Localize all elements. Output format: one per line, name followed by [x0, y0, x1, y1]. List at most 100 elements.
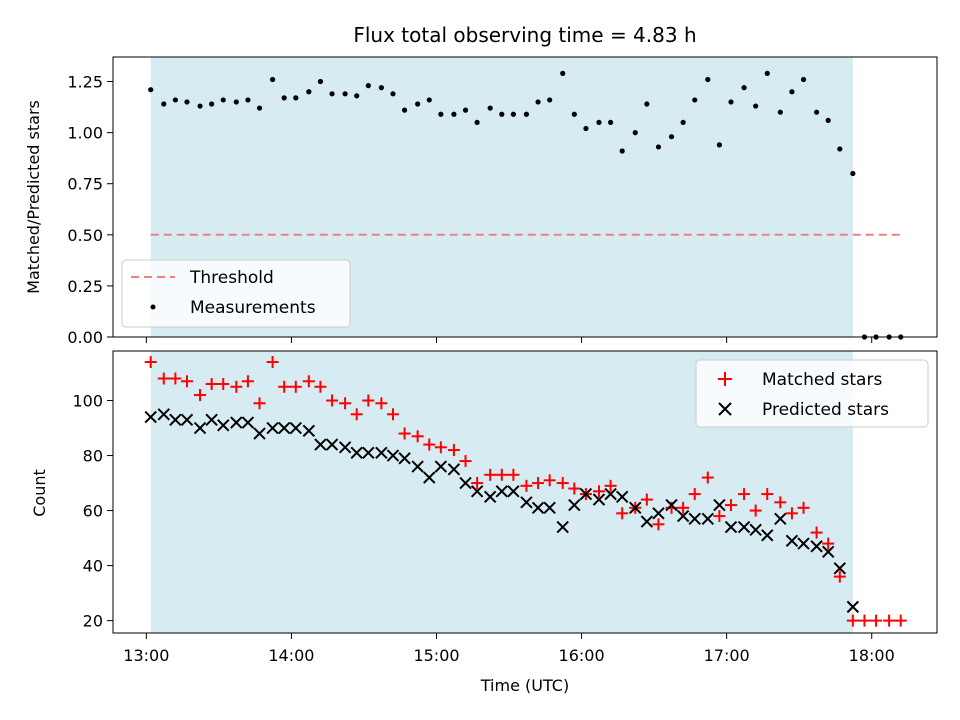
- matched-star-point: [507, 468, 520, 481]
- matched-star-point: [447, 444, 460, 457]
- matched-star-point: [169, 372, 182, 385]
- predicted-star-point: [724, 520, 738, 534]
- bottom-xtick-label: 17:00: [704, 646, 750, 665]
- measurement-point: [837, 146, 843, 152]
- bottom-points-layer: [144, 356, 907, 627]
- predicted-star-point: [241, 416, 255, 429]
- matched-star-point: [701, 471, 714, 484]
- matched-star-point: [713, 510, 726, 523]
- matched-star-point: [411, 430, 424, 443]
- bottom-ytick-label: 60: [83, 502, 103, 521]
- legend-matched-swatch: [718, 372, 732, 386]
- matched-star-point: [423, 438, 436, 451]
- measurement-point: [813, 109, 820, 115]
- top-ytick-label: 1.25: [67, 73, 103, 92]
- measurement-point: [462, 107, 469, 113]
- measurement-point: [764, 70, 770, 76]
- predicted-star-point: [459, 476, 472, 490]
- measurement-point: [619, 148, 625, 154]
- predicted-star-point: [362, 446, 375, 460]
- matched-star-point: [495, 468, 508, 481]
- predicted-star-point: [579, 487, 593, 501]
- matched-star-point: [883, 614, 896, 627]
- measurement-point: [426, 97, 432, 103]
- matched-star-point: [797, 501, 810, 514]
- bottom-legend: Matched stars Predicted stars: [695, 359, 929, 428]
- bottom-ytick-label: 20: [83, 612, 103, 631]
- measurement-point: [172, 97, 178, 103]
- matched-star-point: [858, 614, 871, 627]
- measurement-point: [668, 134, 675, 140]
- measurement-point: [741, 85, 747, 91]
- predicted-star-point: [169, 413, 182, 426]
- top-ytick-label: 0.75: [67, 175, 103, 194]
- predicted-star-point: [615, 490, 629, 504]
- predicted-star-point: [701, 512, 714, 526]
- predicted-star-point: [821, 545, 835, 559]
- predicted-star-point: [289, 421, 302, 435]
- measurement-point: [510, 111, 516, 117]
- measurement-point: [850, 170, 856, 177]
- measurement-point: [777, 109, 783, 115]
- matched-star-point: [205, 378, 218, 391]
- matched-star-point: [846, 614, 859, 627]
- predicted-star-point: [797, 537, 810, 550]
- top-ytick-label: 1.00: [67, 124, 103, 143]
- top-axes-frame: [112, 56, 938, 338]
- predicted-star-point: [761, 529, 774, 542]
- bottom-ytick-label: 80: [83, 447, 103, 466]
- bottom-panel: 20 40 60 80 100 13:00 14:00 15:00 16:00 17:00 18:…: [30, 350, 938, 695]
- measurement-point: [655, 144, 662, 150]
- measurement-point: [680, 119, 686, 126]
- matched-star-point: [157, 372, 170, 385]
- predicted-star-point: [302, 424, 316, 437]
- matched-star-point: [616, 507, 629, 520]
- measurement-point: [547, 97, 553, 103]
- matched-star-point: [459, 455, 472, 468]
- predicted-star-point: [629, 501, 642, 515]
- predicted-star-point: [277, 421, 291, 435]
- predicted-star-point: [338, 441, 352, 454]
- matched-star-point: [289, 380, 302, 393]
- predicted-star-point: [375, 446, 388, 460]
- matched-star-point: [194, 389, 207, 402]
- matched-star-point: [362, 394, 375, 407]
- measurement-point: [317, 78, 324, 85]
- bottom-xtick-label: 18:00: [849, 646, 895, 665]
- matched-star-point: [471, 477, 484, 490]
- measurement-point: [571, 111, 577, 117]
- predicted-star-point: [266, 421, 279, 435]
- matched-star-point: [484, 468, 497, 481]
- measurement-point: [220, 97, 226, 103]
- bottom-xtick-label: 14:00: [268, 646, 314, 665]
- predicted-star-point: [507, 485, 520, 498]
- matched-star-point: [375, 397, 388, 410]
- matched-star-point: [677, 501, 690, 514]
- measurement-point: [535, 99, 541, 105]
- measurement-point: [269, 76, 276, 83]
- matched-star-point: [640, 493, 653, 506]
- measurement-point: [281, 95, 287, 101]
- bottom-xtick-label: 13:00: [123, 646, 169, 665]
- measurement-point: [560, 70, 566, 76]
- predicted-star-point: [568, 498, 581, 512]
- top-legend-box: [121, 259, 351, 328]
- predicted-star-point: [157, 408, 170, 421]
- top-panel: 0.00 0.25 0.50 0.75 1.00 1.25 Flux total obse…: [24, 23, 938, 347]
- predicted-star-point: [810, 540, 823, 553]
- matched-star-point: [217, 378, 230, 391]
- predicted-star-point: [205, 413, 218, 426]
- measurement-point: [644, 101, 650, 107]
- matched-star-point: [230, 380, 243, 393]
- measurement-point: [342, 91, 348, 97]
- predicted-star-point: [688, 512, 701, 526]
- bottom-y-axis-label: Count: [30, 469, 49, 517]
- measurement-point: [390, 91, 396, 97]
- measurement-point: [451, 111, 457, 117]
- measurement-point: [148, 87, 154, 93]
- matched-star-point: [543, 474, 556, 487]
- measurement-point: [728, 99, 734, 105]
- bottom-legend-box: [695, 359, 929, 428]
- matched-star-point: [785, 507, 798, 520]
